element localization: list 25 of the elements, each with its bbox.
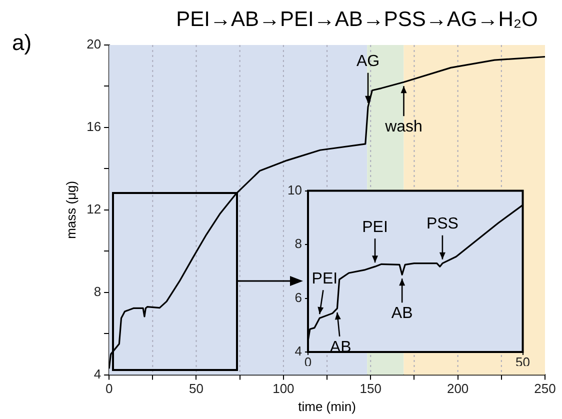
annotation: PEI bbox=[312, 270, 338, 288]
x-tick-label: 150 bbox=[360, 381, 382, 396]
y-tick-label: 4 bbox=[94, 366, 102, 382]
y-axis-title: mass (μg) bbox=[63, 180, 78, 239]
x-tick-label: 200 bbox=[446, 381, 469, 396]
y-tick-label: 20 bbox=[86, 36, 102, 52]
annotation: AG bbox=[356, 53, 380, 70]
y-tick-label: 4 bbox=[294, 344, 302, 359]
annotation: PSS bbox=[426, 216, 458, 233]
chart-title: PEI→AB→PEI→AB→PSS→AG→H₂O bbox=[176, 8, 538, 31]
annotation: wash bbox=[384, 118, 422, 136]
x-tick-label: 0 bbox=[105, 381, 113, 396]
y-tick-label: 10 bbox=[288, 182, 302, 198]
annotation: PEI bbox=[362, 218, 388, 236]
y-tick-label: 6 bbox=[294, 290, 302, 305]
x-axis-title: time (min) bbox=[298, 398, 356, 414]
x-tick-label: 50 bbox=[189, 381, 204, 396]
y-tick-label: 16 bbox=[86, 119, 102, 134]
y-tick-label: 8 bbox=[94, 284, 102, 299]
x-tick-label: 100 bbox=[272, 381, 294, 396]
text: a) bbox=[12, 30, 32, 56]
x-tick-label: 250 bbox=[534, 381, 556, 396]
y-tick-label: 12 bbox=[86, 201, 102, 216]
annotation: AB bbox=[391, 305, 413, 322]
y-tick-label: 8 bbox=[294, 236, 302, 252]
